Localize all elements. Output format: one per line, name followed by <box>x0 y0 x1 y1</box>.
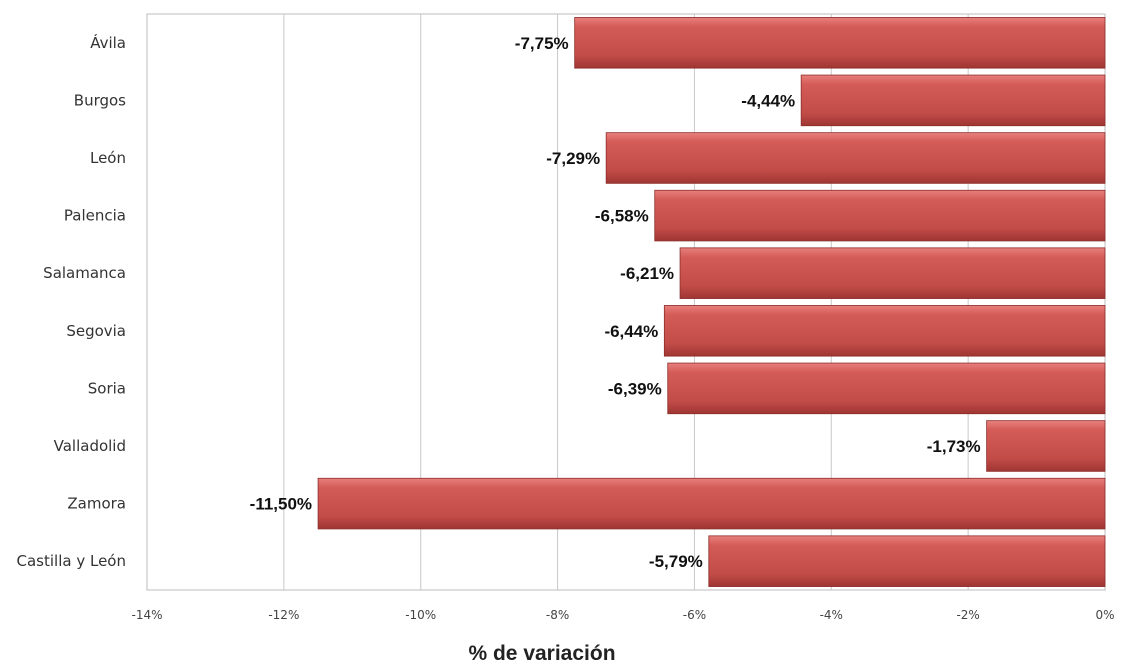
x-tick-label: -12% <box>268 608 299 622</box>
bar <box>605 132 1106 184</box>
bar <box>708 535 1106 587</box>
bar <box>679 247 1106 299</box>
bar <box>663 305 1106 357</box>
bar <box>574 17 1106 69</box>
x-tick-label: -8% <box>546 608 569 622</box>
x-axis-title: % de variación <box>468 642 615 665</box>
x-tick-label: -10% <box>405 608 436 622</box>
data-label: -6,58% <box>595 207 649 226</box>
x-tick-labels: -14% -12% -10% -8% -6% -4% -2% 0% <box>131 608 1114 622</box>
category-label: Zamora <box>67 495 126 513</box>
data-label: -6,39% <box>608 379 662 398</box>
bars <box>317 17 1106 587</box>
category-label: Soria <box>88 379 126 397</box>
bar <box>317 477 1106 530</box>
x-tick-label: 0% <box>1095 608 1114 622</box>
category-label: Valladolid <box>54 437 126 455</box>
category-label: Segovia <box>66 322 126 340</box>
data-label: -6,44% <box>604 322 658 341</box>
category-label: Ávila <box>90 33 126 52</box>
x-tick-label: -4% <box>820 608 843 622</box>
bar <box>986 420 1106 472</box>
x-tick-label: -2% <box>956 608 979 622</box>
data-label: -6,21% <box>620 264 674 283</box>
bar <box>654 189 1106 242</box>
category-label: Palencia <box>64 207 126 225</box>
category-label: Burgos <box>74 91 126 109</box>
data-label: -7,29% <box>546 149 600 168</box>
category-label: León <box>90 149 126 167</box>
category-labels: Ávila Burgos León Palencia Salamanca Segovia S… <box>17 33 127 570</box>
bar <box>800 74 1106 127</box>
category-label: Salamanca <box>43 264 126 282</box>
data-label: -5,79% <box>649 552 703 571</box>
data-label: -11,50% <box>250 495 312 514</box>
x-tick-label: -14% <box>131 608 162 622</box>
category-label: Castilla y León <box>17 552 126 570</box>
x-tick-label: -6% <box>683 608 706 622</box>
data-label: -7,75% <box>515 34 569 53</box>
data-labels: -7,75% -4,44% -7,29% -6,58% -6,21% -6,44% -6,3… <box>250 34 981 571</box>
bar <box>667 362 1106 415</box>
data-label: -1,73% <box>927 437 981 456</box>
data-label: -4,44% <box>741 91 795 110</box>
